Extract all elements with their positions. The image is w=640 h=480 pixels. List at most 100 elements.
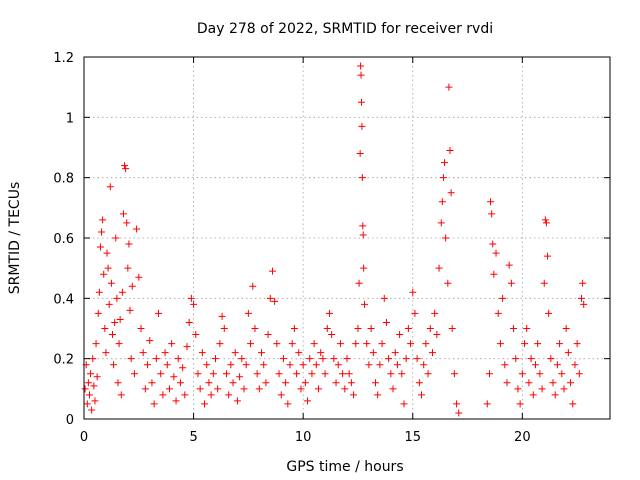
y-tick-label: 0.2	[53, 353, 74, 368]
chart-title: Day 278 of 2022, SRMTID for receiver rvd…	[197, 21, 493, 37]
data-point	[90, 382, 98, 390]
data-point	[336, 340, 344, 348]
data-point	[402, 355, 410, 363]
data-point	[148, 379, 156, 387]
data-point	[273, 340, 281, 348]
data-point	[107, 279, 115, 287]
data-point	[190, 300, 198, 308]
data-point	[485, 370, 493, 378]
data-point	[161, 349, 169, 357]
data-point	[365, 361, 373, 369]
data-point	[317, 349, 325, 357]
data-point	[275, 370, 283, 378]
data-point	[253, 370, 261, 378]
data-point	[521, 340, 529, 348]
data-point	[445, 83, 453, 91]
data-point	[279, 355, 287, 363]
data-point	[483, 400, 491, 408]
data-point	[564, 349, 572, 357]
data-point	[347, 379, 355, 387]
data-point	[88, 406, 96, 414]
data-point	[150, 400, 158, 408]
data-point	[420, 361, 428, 369]
data-point	[104, 264, 112, 272]
data-point	[155, 309, 163, 317]
data-point	[378, 340, 386, 348]
data-point	[242, 361, 250, 369]
data-point	[426, 325, 434, 332]
data-point	[108, 331, 116, 339]
data-point	[389, 385, 397, 393]
data-point	[431, 309, 439, 317]
data-point	[579, 279, 587, 287]
data-point	[99, 216, 107, 224]
data-point	[387, 370, 395, 378]
data-point	[304, 397, 312, 405]
data-point	[308, 370, 316, 378]
data-point	[212, 355, 219, 363]
data-point	[152, 355, 160, 363]
data-point	[93, 373, 101, 381]
data-point	[580, 300, 588, 308]
data-point	[198, 349, 206, 357]
data-point	[299, 361, 307, 369]
data-point	[453, 400, 461, 408]
x-tick-labels: 0 5 10 15 20	[80, 430, 531, 445]
data-point	[356, 150, 364, 158]
data-point	[321, 370, 329, 378]
data-point	[83, 400, 91, 408]
data-point	[357, 71, 365, 79]
x-axis-label: GPS time / hours	[286, 459, 403, 475]
data-point	[371, 379, 379, 387]
data-point	[181, 391, 189, 399]
data-point	[288, 340, 296, 348]
data-point	[290, 325, 298, 332]
data-point	[264, 331, 272, 339]
x-tick-label: 0	[80, 430, 88, 445]
y-tick-label: 0.6	[53, 232, 74, 247]
data-point	[216, 340, 224, 348]
data-point	[503, 379, 511, 387]
data-point	[128, 282, 136, 290]
data-point	[262, 379, 270, 387]
data-point	[101, 325, 109, 332]
data-point	[244, 309, 252, 317]
data-point	[231, 349, 239, 357]
data-point	[220, 325, 228, 332]
data-point	[359, 231, 367, 239]
data-point	[446, 147, 454, 155]
data-point	[571, 361, 579, 369]
data-point	[95, 288, 103, 296]
data-point	[187, 294, 195, 302]
data-point	[121, 162, 129, 170]
data-point	[542, 219, 550, 227]
data-point	[185, 318, 193, 326]
data-point	[227, 361, 235, 369]
data-point	[444, 279, 452, 287]
data-point	[127, 355, 135, 363]
data-point	[358, 122, 366, 130]
data-point	[205, 379, 213, 387]
data-point	[359, 222, 367, 230]
data-point	[438, 198, 446, 206]
data-point	[573, 340, 581, 348]
data-point	[293, 370, 301, 378]
data-point	[96, 243, 104, 251]
data-point	[157, 370, 165, 378]
data-point	[355, 279, 363, 287]
data-point	[122, 165, 130, 173]
data-point	[102, 349, 110, 357]
data-point	[260, 361, 268, 369]
data-point	[249, 282, 257, 290]
data-point	[567, 379, 575, 387]
data-point	[558, 370, 566, 378]
data-point	[332, 379, 340, 387]
data-point	[407, 340, 415, 348]
data-point	[218, 312, 226, 320]
x-tick-label: 20	[514, 430, 531, 445]
data-point	[315, 385, 323, 393]
data-point	[137, 325, 145, 332]
data-point	[499, 294, 507, 302]
data-point	[544, 252, 552, 260]
